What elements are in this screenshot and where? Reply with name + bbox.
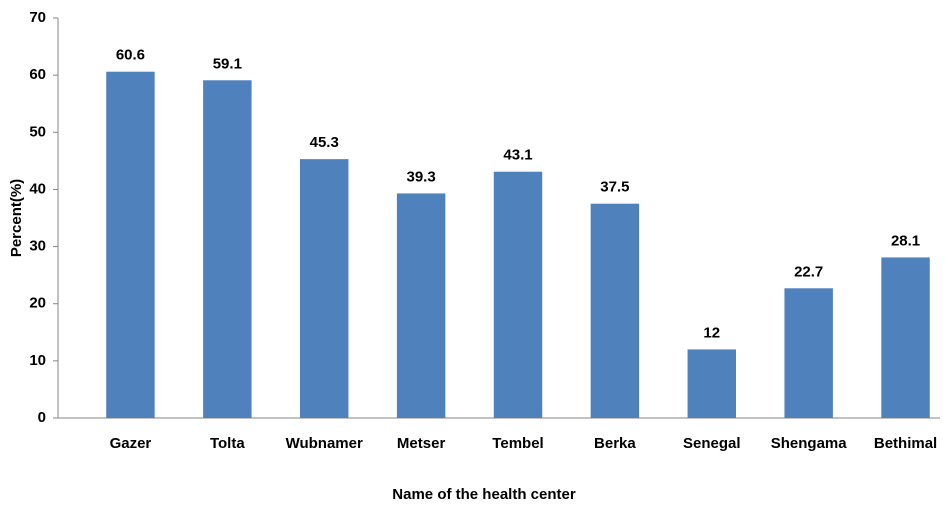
bar: [106, 71, 155, 418]
value-label: 39.3: [407, 168, 436, 185]
y-tick-label: 20: [29, 295, 46, 312]
x-axis-label: Name of the health center: [392, 486, 576, 503]
bar: [590, 203, 640, 418]
value-label: 60.6: [116, 47, 145, 64]
value-label: 43.1: [503, 147, 532, 164]
y-tick-label: 10: [29, 352, 46, 369]
bar: [203, 80, 252, 419]
bar: [687, 349, 736, 418]
x-tick-label: Bethimal: [874, 435, 937, 452]
value-label: 59.1: [213, 55, 242, 72]
y-axis-label: Percent(%): [8, 179, 25, 257]
value-label: 22.7: [794, 263, 823, 280]
y-tick-label: 0: [38, 409, 46, 426]
x-tick-label: Gazer: [110, 435, 152, 452]
x-tick-label: Tolta: [210, 435, 245, 452]
y-tick-label: 70: [29, 9, 46, 26]
x-tick-label: Metser: [397, 435, 446, 452]
x-tick-label: Senegal: [683, 435, 741, 452]
value-label: 12: [703, 324, 720, 341]
bar: [881, 257, 930, 418]
bar: [396, 193, 446, 418]
bar: [300, 159, 349, 418]
value-label: 28.1: [891, 232, 920, 249]
value-label: 37.5: [600, 179, 629, 196]
y-tick-label: 50: [29, 123, 46, 140]
x-tick-label: Wubnamer: [286, 435, 363, 452]
x-tick-label: Berka: [594, 435, 636, 452]
bar: [493, 171, 543, 418]
y-tick-label: 40: [29, 180, 46, 197]
x-tick-label: Shengama: [771, 435, 848, 452]
value-label: 45.3: [310, 134, 339, 151]
x-tick-label: Tembel: [492, 435, 543, 452]
y-tick-label: 60: [29, 66, 46, 83]
bar: [784, 288, 833, 418]
y-tick-label: 30: [29, 238, 46, 255]
